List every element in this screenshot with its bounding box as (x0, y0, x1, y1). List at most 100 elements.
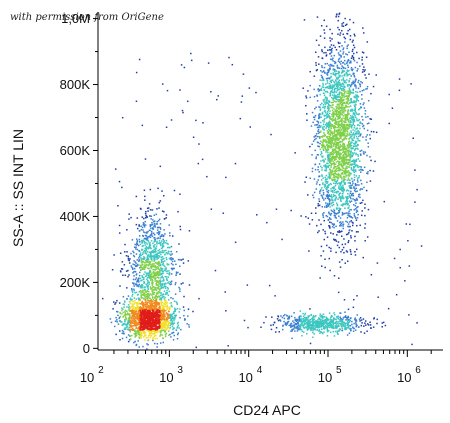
data-point (318, 63, 320, 65)
data-point (325, 99, 327, 101)
data-point (347, 98, 349, 100)
data-point (352, 92, 355, 94)
data-point (134, 270, 136, 273)
data-point (337, 139, 340, 141)
data-point (159, 231, 161, 233)
data-point (337, 160, 339, 162)
data-point (327, 105, 329, 108)
data-point (358, 113, 360, 115)
data-point (338, 166, 341, 169)
data-point (144, 288, 146, 291)
data-point (338, 13, 340, 15)
data-point (356, 51, 358, 54)
data-point (335, 107, 338, 110)
data-point (142, 229, 144, 231)
data-point (277, 319, 280, 322)
data-point (326, 143, 329, 146)
data-point (338, 209, 340, 212)
data-point (359, 189, 361, 191)
data-point (338, 155, 341, 157)
data-point (342, 181, 345, 183)
data-point (343, 179, 346, 182)
data-point (322, 182, 324, 184)
data-point (331, 169, 334, 172)
data-point (170, 254, 172, 256)
data-point (352, 120, 354, 122)
data-point (359, 85, 362, 88)
data-point (150, 258, 153, 261)
data-point (334, 330, 337, 333)
data-point (350, 68, 353, 71)
data-point (145, 237, 148, 240)
data-point (125, 326, 128, 329)
data-point (347, 323, 349, 326)
data-point (339, 50, 342, 52)
data-point (344, 178, 346, 181)
data-point (332, 114, 335, 117)
data-point (179, 89, 181, 91)
data-point (160, 297, 163, 299)
data-point (342, 170, 345, 172)
data-point (330, 319, 333, 321)
data-point (349, 105, 352, 107)
data-point (174, 318, 176, 320)
data-point (342, 164, 345, 166)
data-point (101, 297, 104, 300)
data-point (159, 332, 162, 334)
data-point (352, 52, 355, 55)
data-point (158, 279, 161, 282)
data-point (329, 195, 331, 198)
data-point (328, 125, 330, 128)
data-point (270, 328, 273, 331)
data-point (341, 121, 343, 124)
data-point (327, 107, 329, 110)
data-point (158, 252, 160, 254)
data-point (155, 223, 158, 225)
data-point (330, 72, 332, 75)
data-point (350, 253, 352, 255)
data-point (327, 176, 329, 178)
data-point (351, 108, 353, 111)
data-point (309, 308, 311, 310)
data-point (324, 184, 327, 187)
data-point (326, 329, 329, 331)
data-point (334, 172, 337, 175)
data-point (149, 225, 152, 228)
data-point (339, 266, 342, 268)
data-point (347, 197, 349, 200)
data-point (348, 159, 351, 162)
data-point (333, 211, 335, 214)
data-point (319, 320, 321, 322)
data-point (162, 272, 164, 275)
data-point (160, 251, 163, 254)
data-point (133, 264, 136, 266)
data-point (340, 101, 343, 104)
data-point (337, 113, 340, 116)
data-point (137, 331, 140, 333)
data-point (337, 15, 340, 18)
data-point (329, 227, 331, 229)
data-point (331, 96, 333, 99)
data-point (306, 321, 309, 323)
data-point (388, 93, 390, 96)
data-point (154, 249, 157, 251)
data-point (324, 164, 326, 167)
data-point (352, 306, 355, 309)
data-point (317, 56, 320, 58)
data-point (173, 318, 175, 320)
data-point (330, 320, 333, 323)
data-point (331, 171, 334, 173)
data-point (150, 258, 152, 260)
data-point (152, 228, 154, 230)
data-point (147, 261, 150, 264)
data-point (157, 266, 159, 269)
data-point (335, 153, 338, 155)
data-point (151, 294, 153, 296)
data-point (155, 284, 158, 287)
data-point (333, 313, 336, 316)
data-point (156, 243, 158, 245)
data-point (316, 126, 319, 129)
data-point (358, 83, 361, 85)
data-point (331, 153, 333, 155)
data-point (126, 251, 128, 253)
